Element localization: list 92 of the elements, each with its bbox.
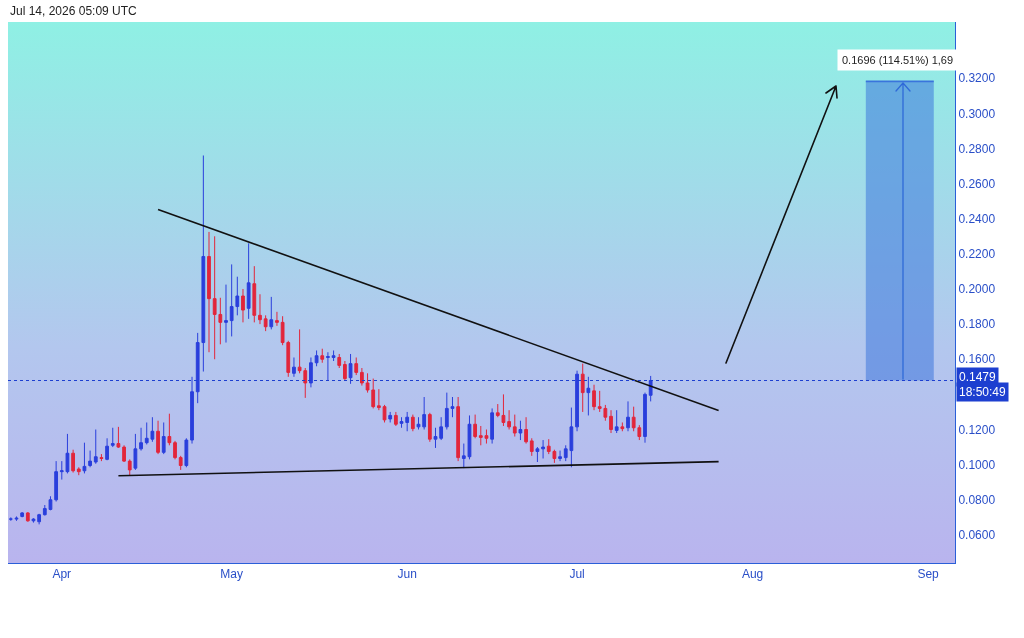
x-tick-label: Jul [569, 567, 585, 582]
candlestick [14, 515, 19, 522]
x-tick-label: Aug [741, 567, 764, 582]
candlestick [529, 437, 534, 457]
candlestick [320, 348, 325, 364]
candlestick [343, 360, 347, 381]
candlestick [490, 407, 494, 445]
candlestick [161, 421, 166, 455]
candlestick [110, 427, 115, 448]
candlestick [25, 511, 30, 523]
candlestick [326, 351, 330, 381]
candlestick [614, 409, 619, 434]
candlestick [473, 414, 478, 439]
candlestick [20, 511, 25, 518]
candlestick [643, 392, 647, 444]
candlestick [541, 439, 545, 459]
candlestick [518, 420, 523, 441]
candlestick [127, 458, 132, 476]
y-tick-label: 0.3000 [958, 106, 996, 121]
candlestick [360, 367, 364, 387]
y-tick-label: 0.2800 [958, 141, 996, 156]
candlestick [224, 284, 228, 344]
candlestick [207, 231, 211, 353]
candlestick [93, 429, 98, 465]
candlestick [156, 420, 160, 455]
candlestick [337, 353, 342, 369]
candlestick [376, 388, 381, 411]
candlestick [535, 446, 540, 463]
y-tick-label: 0.1000 [958, 457, 996, 472]
candlestick [512, 414, 517, 438]
candlestick [586, 376, 591, 416]
candlestick [388, 411, 393, 423]
y-tick-label: 0.2000 [958, 282, 996, 297]
x-tick-label: Jun [397, 567, 417, 582]
candlestick [105, 437, 109, 461]
candlestick [393, 411, 398, 427]
candlestick [269, 296, 274, 330]
y-tick-label: 0.1200 [958, 422, 996, 437]
candlestick [263, 314, 268, 332]
text: Jul 14, 2026 05:09 UTC [10, 4, 138, 18]
candlestick [133, 433, 138, 471]
y-tick-label: 0.2600 [958, 176, 996, 191]
y-tick-label: 0.2200 [958, 247, 996, 262]
candlestick [410, 414, 415, 432]
ref-line-label: 0.1479 [959, 370, 997, 384]
candlestick [382, 404, 387, 423]
candlestick [122, 444, 126, 463]
candlestick [456, 396, 461, 462]
candlestick [275, 311, 279, 327]
candlestick [558, 450, 562, 462]
candlestick [609, 409, 613, 434]
candlestick [354, 356, 359, 376]
y-tick-label: 0.1600 [958, 352, 996, 367]
y-tick-label: 0.3200 [958, 71, 996, 86]
y-tick-label: 0.0800 [958, 492, 996, 507]
y-tick-label: 0.0600 [958, 528, 996, 543]
x-tick-label: Apr [52, 567, 72, 582]
candlestick [331, 349, 336, 362]
candlestick [88, 450, 92, 468]
candlestick [190, 376, 194, 445]
x-tick-label: May [220, 567, 243, 582]
candlestick [241, 288, 245, 323]
candlestick [82, 442, 87, 474]
candlestick [507, 409, 511, 431]
candlestick [167, 413, 172, 446]
candlestick [524, 416, 528, 445]
candlestick [76, 466, 81, 476]
candlestick [258, 293, 262, 325]
candlestick [116, 426, 121, 449]
candlestick [592, 384, 596, 411]
candlestick [314, 349, 319, 367]
candlestick [139, 427, 143, 452]
candlestick [178, 455, 183, 471]
y-tick-label: 0.1800 [958, 317, 996, 332]
candlestick [246, 242, 251, 320]
candlestick [71, 449, 75, 474]
candlestick [626, 400, 630, 432]
candlestick [348, 353, 353, 385]
y-tick-label: 0.2400 [958, 211, 996, 226]
candlestick [427, 412, 432, 443]
candlestick [173, 440, 177, 460]
candlestick [184, 437, 189, 468]
x-tick-label: Sep [917, 567, 940, 582]
candlestick [309, 356, 313, 388]
candlestick [292, 356, 296, 378]
annotation: 0.1696 (114.51%) 1,69 [842, 54, 954, 66]
candlestick [252, 265, 257, 323]
candlestick [580, 363, 585, 413]
candlestick [620, 421, 625, 432]
text: 18:50:49 [959, 385, 1007, 399]
candlestick [575, 370, 579, 432]
candlestick [99, 453, 104, 462]
